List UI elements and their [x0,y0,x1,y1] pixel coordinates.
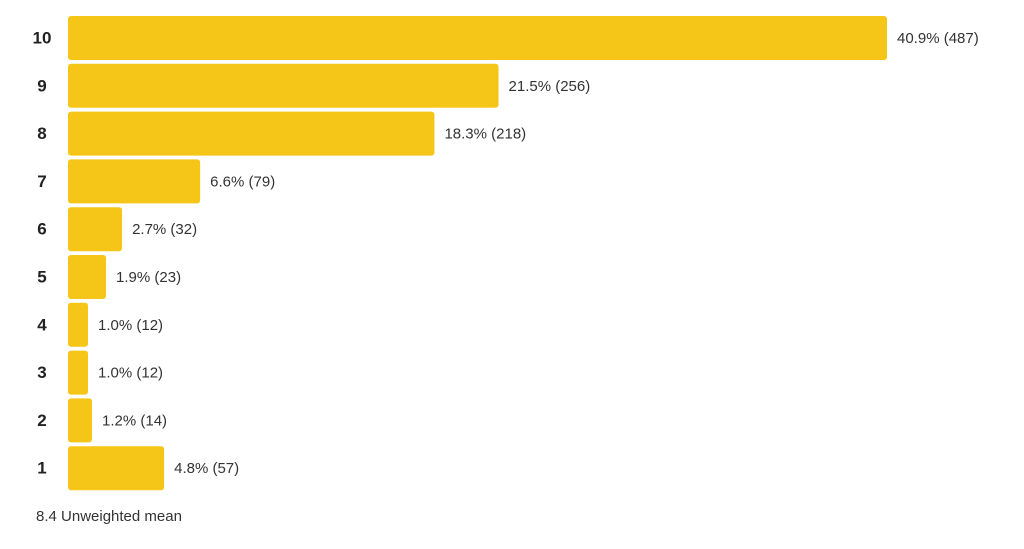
category-label: 5 [37,267,46,286]
category-label: 6 [37,220,46,239]
value-label: 2.7% (32) [132,221,197,238]
value-label: 1.9% (23) [116,269,181,286]
category-label: 7 [37,172,46,191]
bar [68,255,107,299]
value-label: 1.0% (12) [98,365,163,382]
value-label: 18.3% (218) [444,126,526,143]
bar [68,207,123,252]
bar [68,350,89,395]
category-label: 10 [33,28,52,47]
category-label: 8 [37,124,46,143]
bar [68,302,89,347]
category-label: 1 [37,459,46,478]
bar [68,398,93,443]
value-label: 4.8% (57) [174,460,239,477]
footnote: 8.4 Unweighted mean [36,508,182,525]
value-label: 40.9% (487) [897,30,979,47]
category-label: 3 [37,363,46,382]
value-label: 6.6% (79) [210,173,275,190]
bar [68,159,201,204]
category-label: 9 [37,76,46,95]
value-label: 1.2% (14) [102,412,167,429]
bar [68,63,499,108]
category-label: 2 [37,411,46,430]
bar [68,446,165,491]
bar [68,16,887,60]
value-label: 21.5% (256) [509,78,591,95]
category-label: 4 [37,315,47,334]
value-label: 1.0% (12) [98,317,163,334]
bar [68,111,435,156]
